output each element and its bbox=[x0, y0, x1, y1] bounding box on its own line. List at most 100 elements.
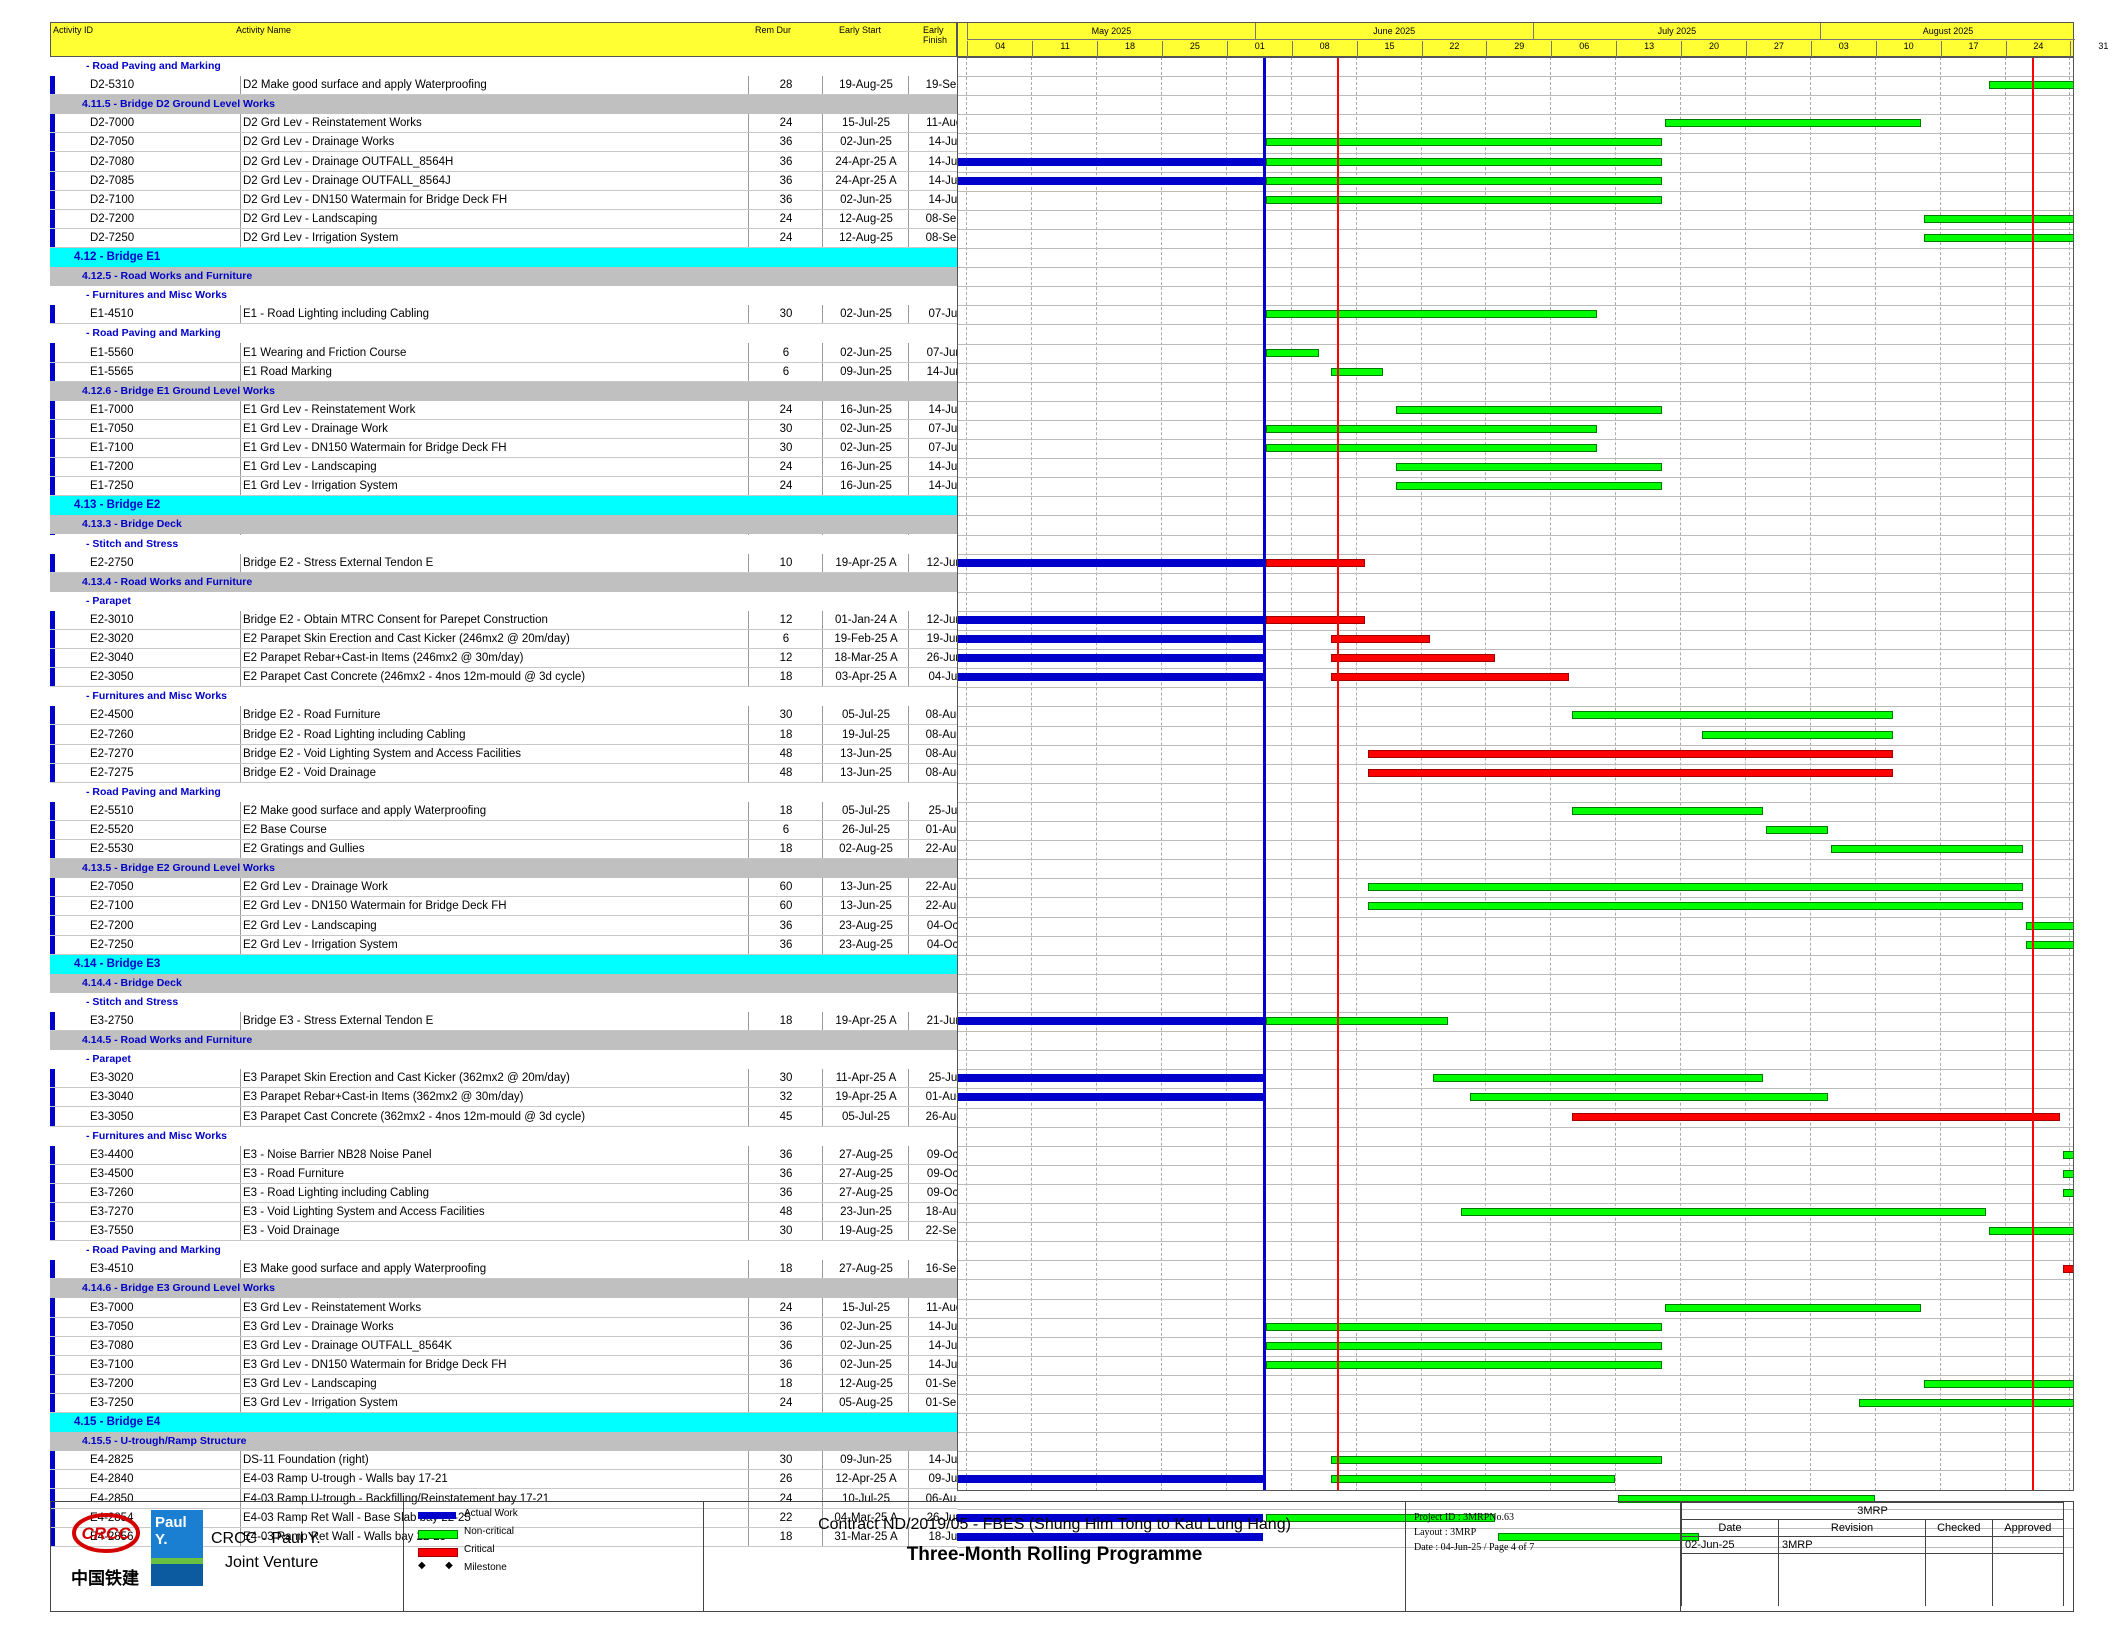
rev-checked bbox=[1925, 1536, 1993, 1554]
remaining-duration: 24 bbox=[779, 461, 793, 474]
wbs-label: 4.14 - Bridge E3 bbox=[74, 957, 161, 970]
activity-name: E2 Grd Lev - Irrigation System bbox=[243, 938, 398, 951]
early-start: 16-Jun-25 bbox=[840, 403, 892, 416]
early-start: 27-Aug-25 bbox=[839, 1167, 893, 1180]
early-start: 19-Jul-25 bbox=[842, 728, 890, 741]
week-gridline bbox=[966, 57, 968, 1491]
wbs-band-level3: - Furnitures and Misc Works bbox=[50, 286, 957, 306]
wbs-band-level2: 4.12.5 - Road Works and Furniture bbox=[50, 267, 957, 287]
pauly-logo-icon: Paul Y. bbox=[151, 1510, 203, 1586]
wbs-label: - Furnitures and Misc Works bbox=[86, 690, 227, 703]
activity-id: E1-7050 bbox=[90, 422, 134, 435]
remaining-duration: 24 bbox=[779, 1301, 793, 1314]
early-finish: 21-Jun-25 bbox=[926, 1015, 957, 1027]
activity-name: D2 Grd Lev - Drainage OUTFALL_8564H bbox=[243, 155, 454, 168]
activity-name: E3 Grd Lev - Landscaping bbox=[243, 1377, 377, 1390]
wbs-band-level3: - Parapet bbox=[50, 591, 957, 611]
activity-name: D2 Grd Lev - Irrigation System bbox=[243, 231, 399, 244]
early-start: 02-Jun-25 bbox=[840, 1339, 892, 1352]
revision-title: 3MRP bbox=[1681, 1502, 2064, 1520]
activity-row: E1-7250 E1 Grd Lev - Irrigation System 24 1… bbox=[50, 477, 957, 497]
remaining-duration: 48 bbox=[779, 766, 793, 779]
legend-milestone: Milestone bbox=[464, 1562, 507, 1573]
early-start: 15-Jul-25 bbox=[842, 1301, 890, 1314]
activity-id: E3-4500 bbox=[90, 1167, 134, 1180]
activity-row: E3-4510 E3 Make good surface and apply Wa… bbox=[50, 1260, 957, 1280]
wbs-label: 4.15.5 - U-trough/Ramp Structure bbox=[82, 1435, 247, 1448]
logo-block: CRCC 中国铁建 Paul Y. CRCC - Paul Y. Joint V… bbox=[51, 1502, 404, 1611]
early-start: 19-Aug-25 bbox=[839, 1225, 893, 1238]
early-finish: 08-Aug-25 bbox=[925, 709, 957, 722]
activity-name: E3 Parapet Rebar+Cast-in Items (362mx2 @… bbox=[243, 1091, 524, 1104]
week-gridline bbox=[1160, 57, 1162, 1491]
early-start: 05-Aug-25 bbox=[839, 1397, 893, 1409]
week-label: 31 bbox=[2070, 41, 2112, 57]
activity-name: E1 Road Marking bbox=[243, 365, 332, 378]
week-label: 17 bbox=[1940, 41, 2006, 57]
activity-row: E1-4510 E1 - Road Lighting including Cabl… bbox=[50, 305, 957, 325]
wbs-band-level1: 4.13 - Bridge E2 bbox=[50, 496, 957, 516]
early-start: 02-Aug-25 bbox=[839, 843, 893, 856]
remaining-duration: 30 bbox=[779, 422, 793, 435]
early-finish: 14-Jul-25 bbox=[928, 155, 957, 168]
activity-id: D2-7085 bbox=[90, 174, 135, 187]
early-start: 09-Jun-25 bbox=[840, 365, 892, 378]
activity-name: E2 Parapet Skin Erection and Cast Kicker… bbox=[243, 633, 570, 645]
critical-marker-line bbox=[2032, 57, 2035, 1491]
activity-row: E3-7050 E3 Grd Lev - Drainage Works 36 02-J… bbox=[50, 1318, 957, 1337]
wbs-label: - Furnitures and Misc Works bbox=[86, 1129, 227, 1142]
activity-name: E1 Grd Lev - DN150 Watermain for Bridge … bbox=[243, 442, 507, 454]
activity-name: E3 Grd Lev - Reinstatement Works bbox=[243, 1301, 422, 1314]
wbs-band-level2: 4.13.3 - Bridge Deck bbox=[50, 515, 957, 535]
early-start: 13-Jun-25 bbox=[840, 766, 892, 779]
activity-id: E3-7200 bbox=[90, 1377, 134, 1390]
wbs-band-level3: - Furnitures and Misc Works bbox=[50, 1126, 957, 1146]
revision-block: 3MRP Date Revision Checked Approved 02-J… bbox=[1681, 1502, 2073, 1611]
legend-critical: Critical bbox=[464, 1544, 495, 1555]
wbs-label: 4.14.5 - Road Works and Furniture bbox=[82, 1034, 253, 1047]
remaining-duration: 18 bbox=[779, 1015, 793, 1027]
early-start: 31-Mar-25 A bbox=[834, 1530, 898, 1543]
remaining-duration: 18 bbox=[779, 1377, 793, 1390]
early-start: 13-Jun-25 bbox=[840, 747, 892, 760]
crcc-logo-icon: CRCC bbox=[72, 1513, 140, 1553]
wbs-label: 4.12.5 - Road Works and Furniture bbox=[82, 270, 253, 283]
activity-id: D2-7100 bbox=[90, 193, 135, 206]
activity-row: E2-2750 Bridge E2 - Stress External Tendo… bbox=[50, 554, 957, 573]
activity-name: E3 - Void Drainage bbox=[243, 1225, 340, 1238]
activity-id: E2-7250 bbox=[90, 938, 134, 951]
actual-bar bbox=[957, 615, 1263, 624]
crcc-chinese-name: 中国铁建 bbox=[71, 1569, 139, 1588]
activity-id: E4-2856 bbox=[90, 1530, 134, 1543]
wbs-band-level3: - Stitch and Stress bbox=[50, 534, 957, 554]
early-finish: 14-Jun-25 bbox=[926, 365, 957, 378]
activity-id: E2-3010 bbox=[90, 613, 134, 626]
week-label: 18 bbox=[1097, 41, 1162, 57]
remaining-duration: 32 bbox=[779, 1091, 793, 1104]
early-finish: 22-Aug-25 bbox=[925, 843, 957, 856]
noncritical-bar bbox=[1265, 176, 1662, 185]
actual-bar bbox=[957, 1513, 1263, 1522]
activity-id: D2-7080 bbox=[90, 155, 135, 168]
activity-name: DS-11 Foundation (right) bbox=[243, 1454, 369, 1467]
critical-bar bbox=[1367, 768, 1894, 777]
activity-name: E1 Grd Lev - Irrigation System bbox=[243, 480, 398, 493]
noncritical-bar bbox=[1367, 902, 2024, 911]
noncritical-bar bbox=[1831, 845, 2024, 854]
early-finish: 08-Aug-25 bbox=[925, 766, 957, 779]
activity-name: E1 Grd Lev - Landscaping bbox=[243, 461, 377, 474]
activity-id: E1-7200 bbox=[90, 461, 134, 474]
wbs-label: - Stitch and Stress bbox=[86, 537, 179, 550]
activity-name: E3 - Void Lighting System and Access Fac… bbox=[243, 1206, 485, 1218]
week-label: 13 bbox=[1616, 41, 1681, 57]
week-label: 10 bbox=[1875, 41, 1941, 57]
noncritical-bar bbox=[1330, 367, 1384, 376]
contract-title: Contract ND/2019/05 - FBES (Shung Him To… bbox=[818, 1516, 1291, 1533]
activity-name: E1 - Road Lighting including Cabling bbox=[243, 308, 430, 321]
noncritical-bar bbox=[1265, 1513, 1495, 1522]
project-layout: Layout : 3MRP bbox=[1414, 1527, 1477, 1538]
wbs-label: - Parapet bbox=[86, 594, 131, 607]
wbs-band-level1: 4.15 - Bridge E4 bbox=[50, 1413, 957, 1433]
rev-header-date: Date bbox=[1681, 1519, 1779, 1537]
week-label: 25 bbox=[1161, 41, 1227, 57]
